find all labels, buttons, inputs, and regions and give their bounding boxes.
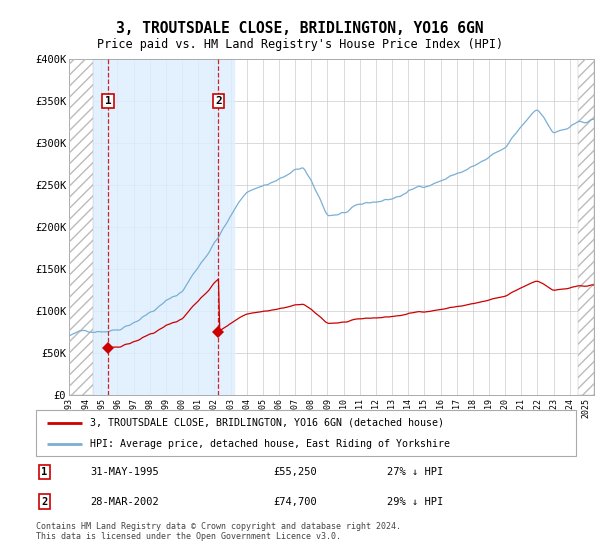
Text: Price paid vs. HM Land Registry's House Price Index (HPI): Price paid vs. HM Land Registry's House … (97, 38, 503, 50)
Text: 2: 2 (215, 96, 222, 106)
Text: 31-MAY-1995: 31-MAY-1995 (90, 467, 159, 477)
Text: 3, TROUTSDALE CLOSE, BRIDLINGTON, YO16 6GN: 3, TROUTSDALE CLOSE, BRIDLINGTON, YO16 6… (116, 21, 484, 36)
Text: 2: 2 (41, 497, 47, 507)
Text: 3, TROUTSDALE CLOSE, BRIDLINGTON, YO16 6GN (detached house): 3, TROUTSDALE CLOSE, BRIDLINGTON, YO16 6… (90, 418, 444, 428)
Text: 27% ↓ HPI: 27% ↓ HPI (387, 467, 443, 477)
Text: 1: 1 (104, 96, 112, 106)
Text: 29% ↓ HPI: 29% ↓ HPI (387, 497, 443, 507)
Text: Contains HM Land Registry data © Crown copyright and database right 2024.
This d: Contains HM Land Registry data © Crown c… (36, 522, 401, 542)
Text: 1: 1 (41, 467, 47, 477)
Text: £55,250: £55,250 (274, 467, 317, 477)
Text: £74,700: £74,700 (274, 497, 317, 507)
Text: 28-MAR-2002: 28-MAR-2002 (90, 497, 159, 507)
Text: HPI: Average price, detached house, East Riding of Yorkshire: HPI: Average price, detached house, East… (90, 439, 450, 449)
